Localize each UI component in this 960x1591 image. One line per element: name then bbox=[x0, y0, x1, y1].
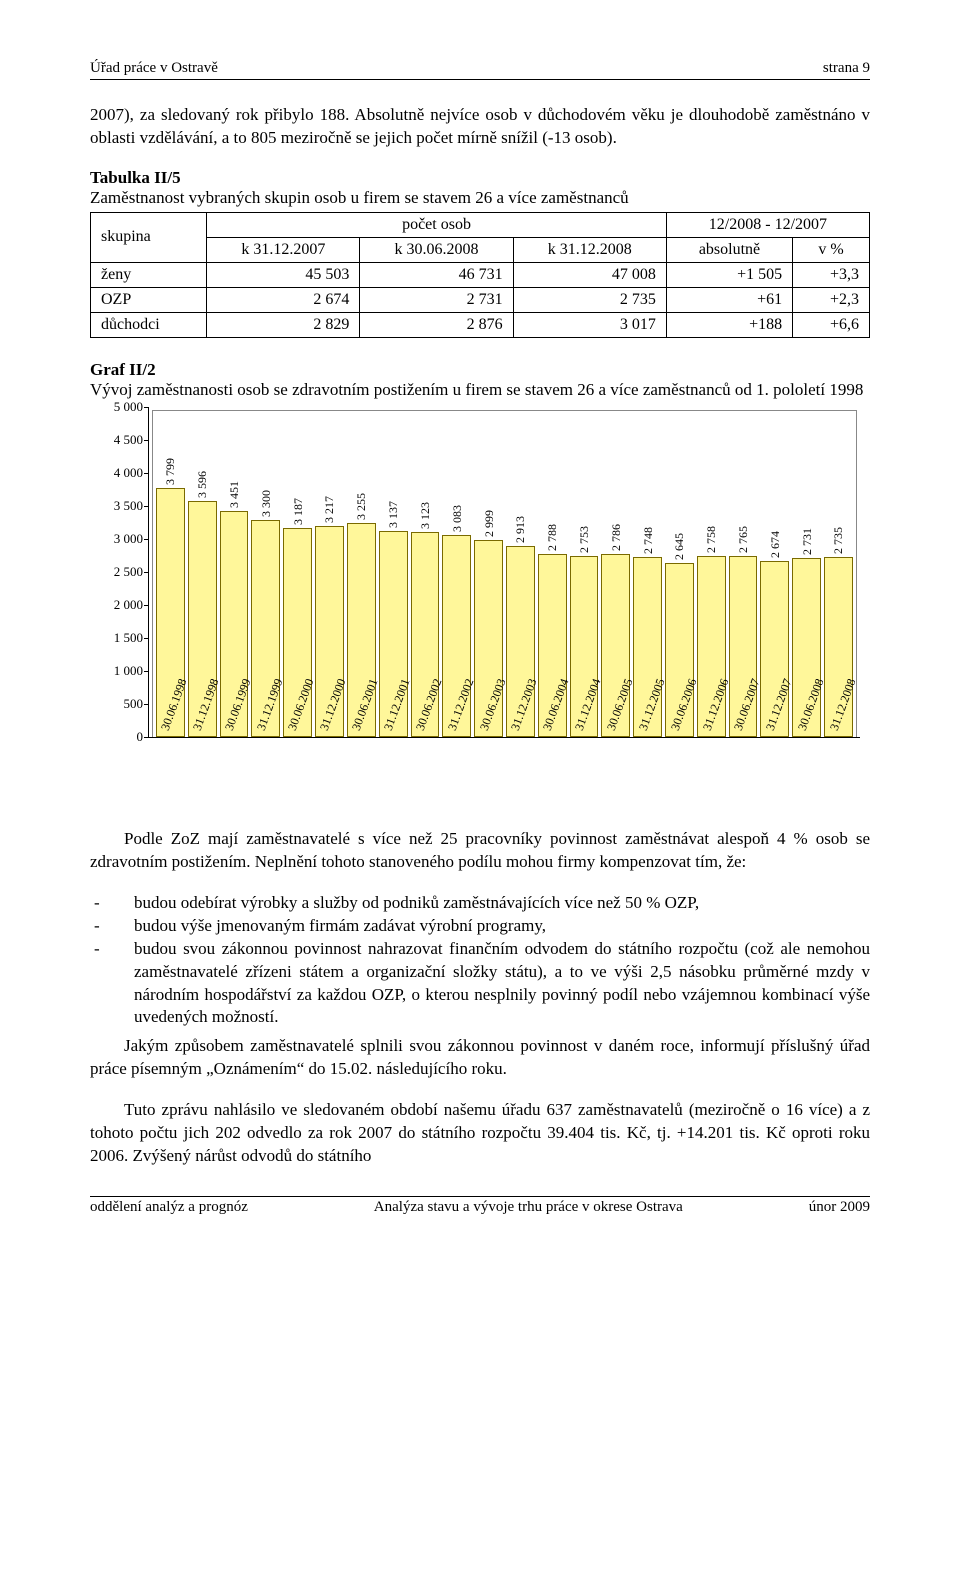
list-item: budou odebírat výrobky a služby od podni… bbox=[134, 892, 870, 915]
row-label: důchodci bbox=[91, 312, 207, 337]
th-pocet: počet osob bbox=[207, 212, 667, 237]
table-caption: Zaměstnanost vybraných skupin osob u fir… bbox=[90, 188, 629, 207]
th-delta: 12/2008 - 12/2007 bbox=[666, 212, 869, 237]
bar-value-label: 3 255 bbox=[355, 493, 367, 520]
row-value: +188 bbox=[666, 312, 792, 337]
page: Úřad práce v Ostravě strana 9 2007), za … bbox=[0, 0, 960, 1266]
page-header: Úřad práce v Ostravě strana 9 bbox=[90, 60, 870, 80]
paragraph-3: Jakým způsobem zaměstnavatelé splnili sv… bbox=[90, 1035, 870, 1081]
paragraph-4: Tuto zprávu nahlásilo ve sledovaném obdo… bbox=[90, 1099, 870, 1168]
row-value: +1 505 bbox=[666, 262, 792, 287]
y-tick: 2 000 bbox=[93, 597, 143, 613]
bar-value-label: 2 674 bbox=[769, 531, 781, 558]
th-abs: absolutně bbox=[666, 237, 792, 262]
bullet-list: budou odebírat výrobky a služby od podni… bbox=[90, 892, 870, 1030]
table-label-bold: Tabulka II/5 bbox=[90, 168, 181, 187]
th-c2: k 30.06.2008 bbox=[360, 237, 513, 262]
row-value: 2 731 bbox=[360, 287, 513, 312]
bar-value-label: 3 300 bbox=[260, 490, 272, 517]
y-tick: 1 000 bbox=[93, 663, 143, 679]
chart-x-axis: 30.06.199831.12.199830.06.199931.12.1999… bbox=[148, 738, 860, 816]
table-row: OZP2 6742 7312 735+61+2,3 bbox=[91, 287, 870, 312]
row-value: 46 731 bbox=[360, 262, 513, 287]
row-value: 2 735 bbox=[513, 287, 666, 312]
footer-center: Analýza stavu a vývoje trhu práce v okre… bbox=[374, 1199, 683, 1216]
table-row: ženy45 50346 73147 008+1 505+3,3 bbox=[91, 262, 870, 287]
bar-value-label: 2 765 bbox=[737, 526, 749, 553]
y-tick: 4 500 bbox=[93, 432, 143, 448]
y-tick: 500 bbox=[93, 696, 143, 712]
list-item: budou svou zákonnou povinnost nahrazovat… bbox=[134, 938, 870, 1030]
bar-value-label: 2 748 bbox=[642, 527, 654, 554]
th-c3: k 31.12.2008 bbox=[513, 237, 666, 262]
y-tick: 4 000 bbox=[93, 465, 143, 481]
bar-value-label: 3 137 bbox=[387, 501, 399, 528]
row-value: 47 008 bbox=[513, 262, 666, 287]
bar-value-label: 2 645 bbox=[673, 533, 685, 560]
y-tick: 0 bbox=[93, 729, 143, 745]
footer-left: oddělení analýz a prognóz bbox=[90, 1199, 248, 1216]
paragraph-4-text: Tuto zprávu nahlásilo ve sledovaném obdo… bbox=[90, 1100, 870, 1165]
header-left: Úřad práce v Ostravě bbox=[90, 60, 218, 77]
paragraph-2-text: Podle ZoZ mají zaměstnavatelé s více než… bbox=[90, 829, 870, 871]
paragraph-3-text: Jakým způsobem zaměstnavatelé splnili sv… bbox=[90, 1036, 870, 1078]
y-tick: 3 000 bbox=[93, 531, 143, 547]
table-label: Tabulka II/5 Zaměstnanost vybraných skup… bbox=[90, 168, 870, 208]
bar-value-label: 2 913 bbox=[514, 516, 526, 543]
bar-value-label: 3 451 bbox=[228, 481, 240, 508]
table-ii5: skupina počet osob 12/2008 - 12/2007 k 3… bbox=[90, 212, 870, 338]
th-skupina: skupina bbox=[91, 212, 207, 262]
row-value: +3,3 bbox=[793, 262, 870, 287]
bar-value-label: 2 758 bbox=[705, 526, 717, 553]
chart-caption: Vývoj zaměstnanosti osob se zdravotním p… bbox=[90, 380, 863, 399]
bar-value-label: 2 731 bbox=[801, 528, 813, 555]
bar-value-label: 3 123 bbox=[419, 502, 431, 529]
row-value: 45 503 bbox=[207, 262, 360, 287]
y-tick: 1 500 bbox=[93, 630, 143, 646]
list-item: budou výše jmenovaným firmám zadávat výr… bbox=[134, 915, 870, 938]
bar-value-label: 2 735 bbox=[832, 527, 844, 554]
bar-value-label: 3 596 bbox=[196, 471, 208, 498]
page-footer: oddělení analýz a prognóz Analýza stavu … bbox=[90, 1196, 870, 1216]
bar-value-label: 2 753 bbox=[578, 526, 590, 553]
row-value: +2,3 bbox=[793, 287, 870, 312]
table-row: důchodci2 8292 8763 017+188+6,6 bbox=[91, 312, 870, 337]
y-tick: 5 000 bbox=[93, 399, 143, 415]
chart: 3 799 3 596 3 451 3 300 3 187 3 217 3 255 3 137… bbox=[100, 408, 860, 816]
row-value: 2 829 bbox=[207, 312, 360, 337]
row-value: 3 017 bbox=[513, 312, 666, 337]
paragraph-1: 2007), za sledovaný rok přibylo 188. Abs… bbox=[90, 104, 870, 150]
row-label: OZP bbox=[91, 287, 207, 312]
row-value: 2 876 bbox=[360, 312, 513, 337]
th-c1: k 31.12.2007 bbox=[207, 237, 360, 262]
row-value: +6,6 bbox=[793, 312, 870, 337]
y-tick: 3 500 bbox=[93, 498, 143, 514]
row-label: ženy bbox=[91, 262, 207, 287]
bar-value-label: 2 999 bbox=[483, 510, 495, 537]
bar-value-label: 3 187 bbox=[292, 498, 304, 525]
row-value: 2 674 bbox=[207, 287, 360, 312]
footer-right: únor 2009 bbox=[809, 1199, 870, 1216]
chart-label-bold: Graf II/2 bbox=[90, 360, 156, 379]
header-right: strana 9 bbox=[823, 60, 870, 77]
chart-label: Graf II/2 Vývoj zaměstnanosti osob se zd… bbox=[90, 360, 870, 400]
y-tick: 2 500 bbox=[93, 564, 143, 580]
bar-value-label: 2 786 bbox=[610, 524, 622, 551]
bar-value-label: 3 217 bbox=[323, 496, 335, 523]
bar-value-label: 3 083 bbox=[451, 505, 463, 532]
bar-value-label: 2 788 bbox=[546, 524, 558, 551]
paragraph-2: Podle ZoZ mají zaměstnavatelé s více než… bbox=[90, 828, 870, 874]
bar-value-label: 3 799 bbox=[164, 458, 176, 485]
th-pct: v % bbox=[793, 237, 870, 262]
row-value: +61 bbox=[666, 287, 792, 312]
